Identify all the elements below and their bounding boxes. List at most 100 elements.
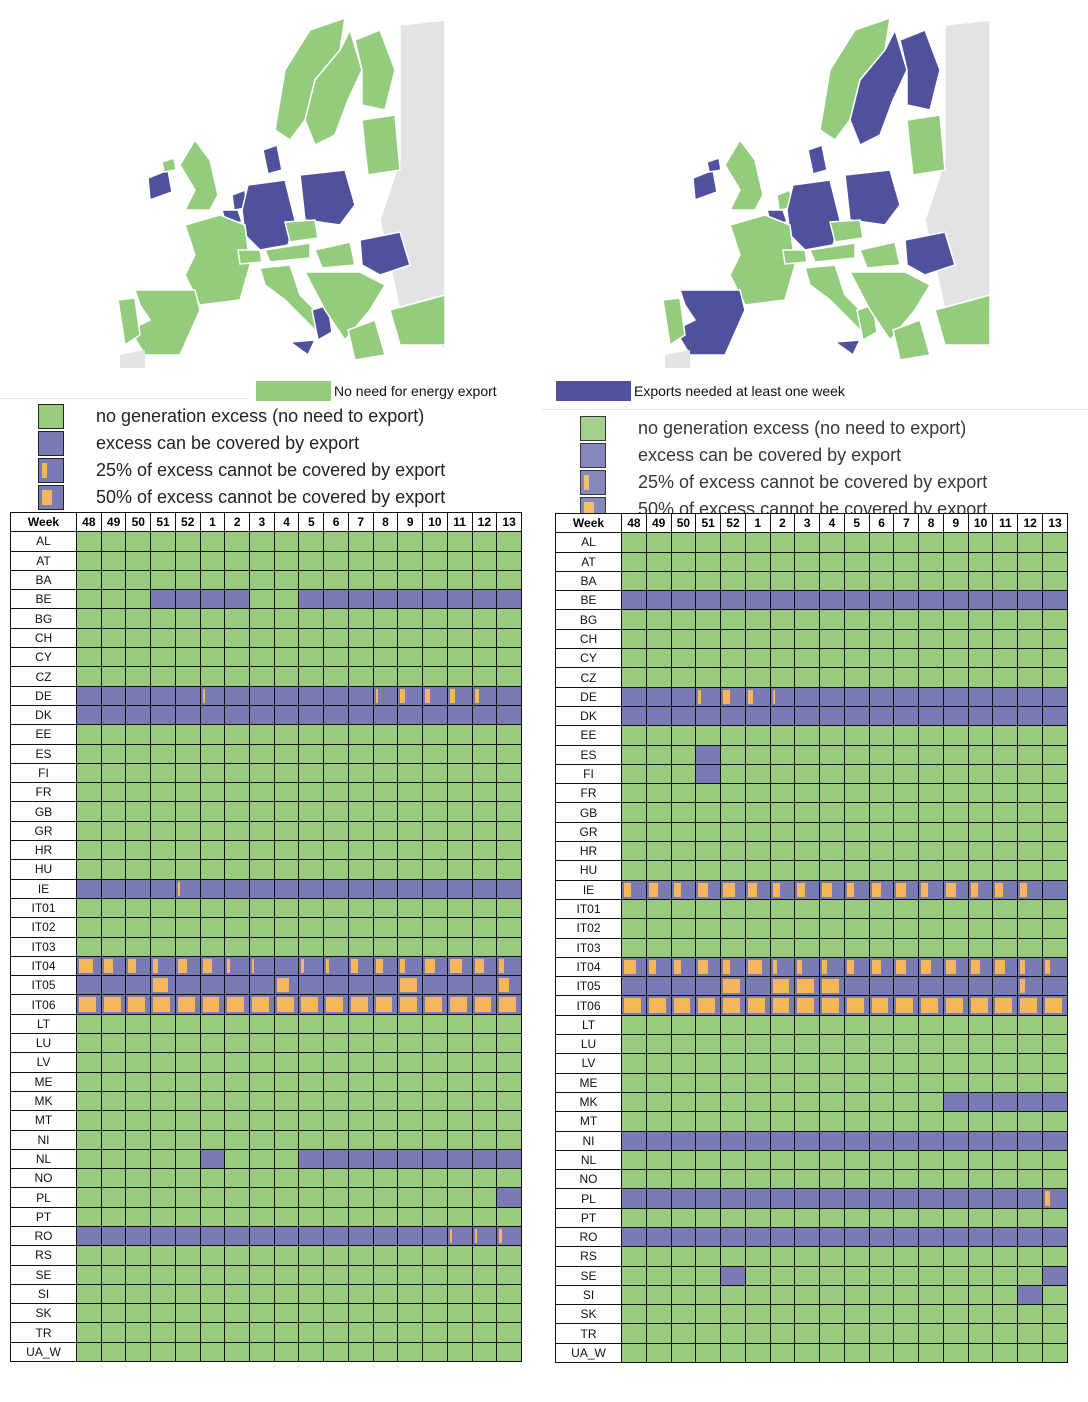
uncovered-fraction-mark <box>698 959 708 975</box>
cell-no-excess <box>397 840 424 861</box>
country-row: IT06 <box>555 995 1068 1016</box>
week-label: 13 <box>496 511 522 533</box>
cell-no-excess <box>868 648 895 669</box>
uncovered-fraction-mark <box>79 958 94 974</box>
cell-no-excess <box>868 1072 895 1093</box>
cell-excess-uncovered <box>695 956 722 978</box>
cell-no-excess <box>422 608 448 629</box>
cell-no-excess <box>868 860 895 881</box>
cell-excess-uncovered <box>893 879 920 900</box>
cell-excess-uncovered <box>471 955 498 977</box>
map-region-pt <box>117 297 141 347</box>
cell-export-covered <box>199 1148 226 1170</box>
map-region-es <box>673 289 746 356</box>
country-row: NO <box>10 1168 522 1189</box>
cell-no-excess <box>1017 1149 1044 1171</box>
cell-no-excess <box>645 937 672 958</box>
cell-no-excess <box>100 1052 127 1073</box>
week-label: 2 <box>224 511 251 533</box>
cell-export-covered <box>249 878 275 899</box>
cell-no-excess <box>967 1014 994 1036</box>
cell-export-covered <box>819 1130 845 1151</box>
cell-no-excess <box>893 802 920 823</box>
cell-no-excess <box>621 1246 647 1267</box>
map-region-sicily <box>832 339 862 357</box>
header-row: Week 48 49 50 51 52 1 2 3 4 5 6 7 8 9 10 11 12 13 <box>555 512 1068 534</box>
uncovered-fraction-mark <box>673 998 691 1013</box>
map-region-cz <box>284 219 319 243</box>
cell-no-excess <box>769 1323 796 1344</box>
cell-no-excess <box>471 647 498 668</box>
cell-no-excess <box>769 802 796 823</box>
cell-no-excess <box>645 532 672 553</box>
cell-no-excess <box>446 647 473 668</box>
cell-no-excess <box>769 1304 796 1325</box>
cell-no-excess <box>670 551 697 572</box>
cell-no-excess <box>199 1187 226 1208</box>
cell-no-excess <box>843 1323 870 1344</box>
cell-no-excess <box>397 1303 424 1324</box>
cell-no-excess <box>695 1111 722 1132</box>
cell-excess-uncovered <box>819 976 845 997</box>
cell-no-excess <box>471 1168 498 1189</box>
country-label: IE <box>10 878 77 899</box>
cell-excess-uncovered <box>446 994 473 1015</box>
cell-no-excess <box>150 1033 176 1054</box>
cell-no-excess <box>918 1111 944 1132</box>
cell-export-covered <box>670 1188 697 1209</box>
cell-no-excess <box>720 1246 746 1267</box>
cell-no-excess <box>794 1111 821 1132</box>
cell-no-excess <box>298 531 325 552</box>
map-region-hu <box>313 241 356 269</box>
cell-no-excess <box>720 1207 746 1228</box>
cell-no-excess <box>645 898 672 920</box>
cell-no-excess <box>471 743 498 764</box>
cell-export-covered <box>422 878 448 899</box>
cell-no-excess <box>621 725 647 746</box>
cell-no-excess <box>76 1245 102 1266</box>
cell-no-excess <box>496 1264 522 1285</box>
cell-export-covered <box>347 878 374 899</box>
cell-excess-uncovered <box>893 956 920 978</box>
cell-no-excess <box>249 801 275 822</box>
cell-no-excess <box>843 1284 870 1306</box>
country-label: IT05 <box>555 976 622 997</box>
cell-no-excess <box>496 782 522 803</box>
country-row: RO <box>10 1225 522 1247</box>
cell-no-excess <box>347 1033 374 1054</box>
cell-no-excess <box>125 743 152 764</box>
cell-no-excess <box>347 1303 374 1324</box>
cell-no-excess <box>794 821 821 843</box>
cell-export-covered <box>992 1130 1019 1151</box>
cell-no-excess <box>496 569 522 591</box>
cell-export-covered <box>323 589 349 610</box>
cell-no-excess <box>843 860 870 881</box>
cell-excess-uncovered <box>446 1225 473 1247</box>
cell-export-covered <box>199 589 226 610</box>
cell-no-excess <box>992 1304 1019 1325</box>
cell-export-covered <box>100 704 127 726</box>
cell-export-covered <box>298 1148 325 1170</box>
cell-no-excess <box>720 1169 746 1190</box>
cell-no-excess <box>174 531 201 552</box>
cell-excess-uncovered <box>273 975 300 996</box>
cell-no-excess <box>125 917 152 938</box>
cell-no-excess <box>868 918 895 939</box>
cell-no-excess <box>720 532 746 553</box>
cell-no-excess <box>769 1284 796 1306</box>
cell-no-excess <box>645 1265 672 1286</box>
cell-no-excess <box>249 1245 275 1266</box>
cell-export-covered <box>942 1188 969 1209</box>
uncovered-fraction-mark <box>400 978 418 993</box>
cell-export-covered <box>893 705 920 727</box>
cell-no-excess <box>1017 802 1044 823</box>
cell-export-covered <box>298 704 325 726</box>
country-label: RO <box>10 1225 77 1247</box>
cell-no-excess <box>992 937 1019 958</box>
cell-no-excess <box>893 609 920 630</box>
cell-no-excess <box>323 1206 349 1227</box>
cell-export-covered <box>992 590 1019 611</box>
cell-export-covered <box>942 1130 969 1151</box>
cell-export-covered <box>670 705 697 727</box>
cell-no-excess <box>422 531 448 552</box>
